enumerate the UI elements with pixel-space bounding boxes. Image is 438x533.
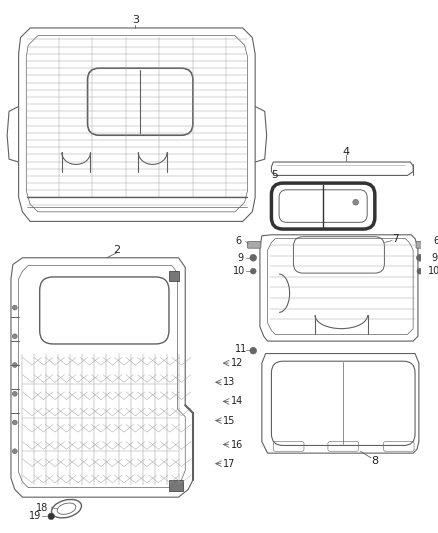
Text: 8: 8 [371,456,378,466]
Text: 13: 13 [223,377,235,387]
Circle shape [353,199,359,205]
Bar [169,271,179,281]
Text: 17: 17 [223,459,236,469]
Text: 4: 4 [343,148,350,157]
Circle shape [12,362,17,367]
Circle shape [12,391,17,396]
Circle shape [251,268,256,274]
Circle shape [12,334,17,338]
Text: 6: 6 [236,236,242,246]
Text: 12: 12 [231,358,243,368]
Text: 14: 14 [231,397,243,407]
Circle shape [417,268,423,274]
Circle shape [48,513,55,520]
Text: 10: 10 [428,266,438,276]
Circle shape [12,449,17,454]
FancyBboxPatch shape [247,241,261,248]
FancyBboxPatch shape [416,241,429,248]
Text: 10: 10 [233,266,245,276]
Circle shape [417,254,423,261]
Circle shape [12,420,17,425]
Text: 6: 6 [433,236,438,246]
Text: 11: 11 [235,344,247,354]
Text: 9: 9 [431,253,437,263]
Circle shape [250,348,257,354]
Text: 7: 7 [392,233,399,244]
Text: 16: 16 [231,440,243,449]
Text: 9: 9 [238,253,244,263]
Text: 5: 5 [271,171,278,181]
Text: 2: 2 [113,245,120,255]
Text: 18: 18 [35,503,48,513]
Text: 3: 3 [132,15,139,25]
Text: 19: 19 [29,511,41,521]
Bar [169,480,184,491]
Text: 15: 15 [223,416,236,425]
Circle shape [12,305,17,310]
Circle shape [250,254,257,261]
